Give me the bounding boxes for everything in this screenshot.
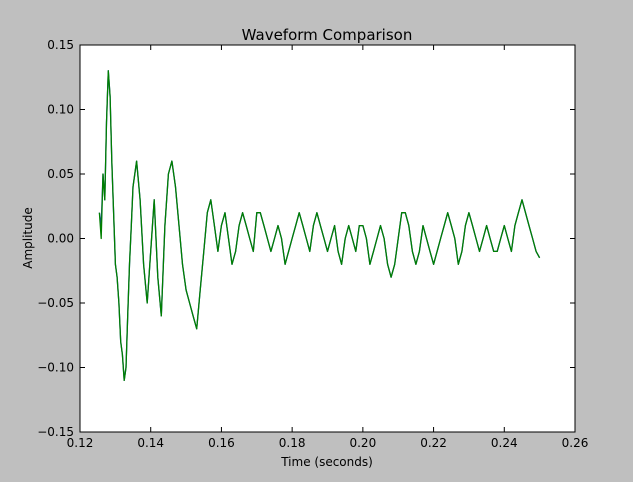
x-tick-label: 0.22 — [420, 436, 447, 450]
series-line-2 — [98, 70, 541, 382]
x-tick-label: 0.14 — [137, 436, 164, 450]
x-tick-label: 0.26 — [562, 436, 589, 450]
x-tick-label: 0.20 — [349, 436, 376, 450]
y-tick-label: 0.05 — [47, 167, 74, 181]
x-ticks: 0.12 0.14 0.16 0.18 0.20 0.22 0.24 0.26 — [67, 45, 589, 450]
chart-title: Waveform Comparison — [242, 26, 413, 44]
series-layer — [98, 70, 541, 382]
x-tick-label: 0.24 — [491, 436, 518, 450]
y-ticks: −0.15 −0.10 −0.05 0.00 0.05 0.10 0.15 — [37, 38, 575, 439]
y-tick-label: 0.00 — [47, 232, 74, 246]
x-tick-label: 0.12 — [67, 436, 94, 450]
plot-area — [80, 45, 575, 432]
x-axis-label: Time (seconds) — [280, 455, 373, 469]
y-tick-label: −0.10 — [37, 361, 74, 375]
y-axis-label: Amplitude — [21, 207, 35, 269]
y-tick-label: 0.10 — [47, 103, 74, 117]
y-tick-label: −0.05 — [37, 296, 74, 310]
x-tick-label: 0.18 — [279, 436, 306, 450]
y-tick-label: −0.15 — [37, 425, 74, 439]
x-tick-label: 0.16 — [208, 436, 235, 450]
y-tick-label: 0.15 — [47, 38, 74, 52]
